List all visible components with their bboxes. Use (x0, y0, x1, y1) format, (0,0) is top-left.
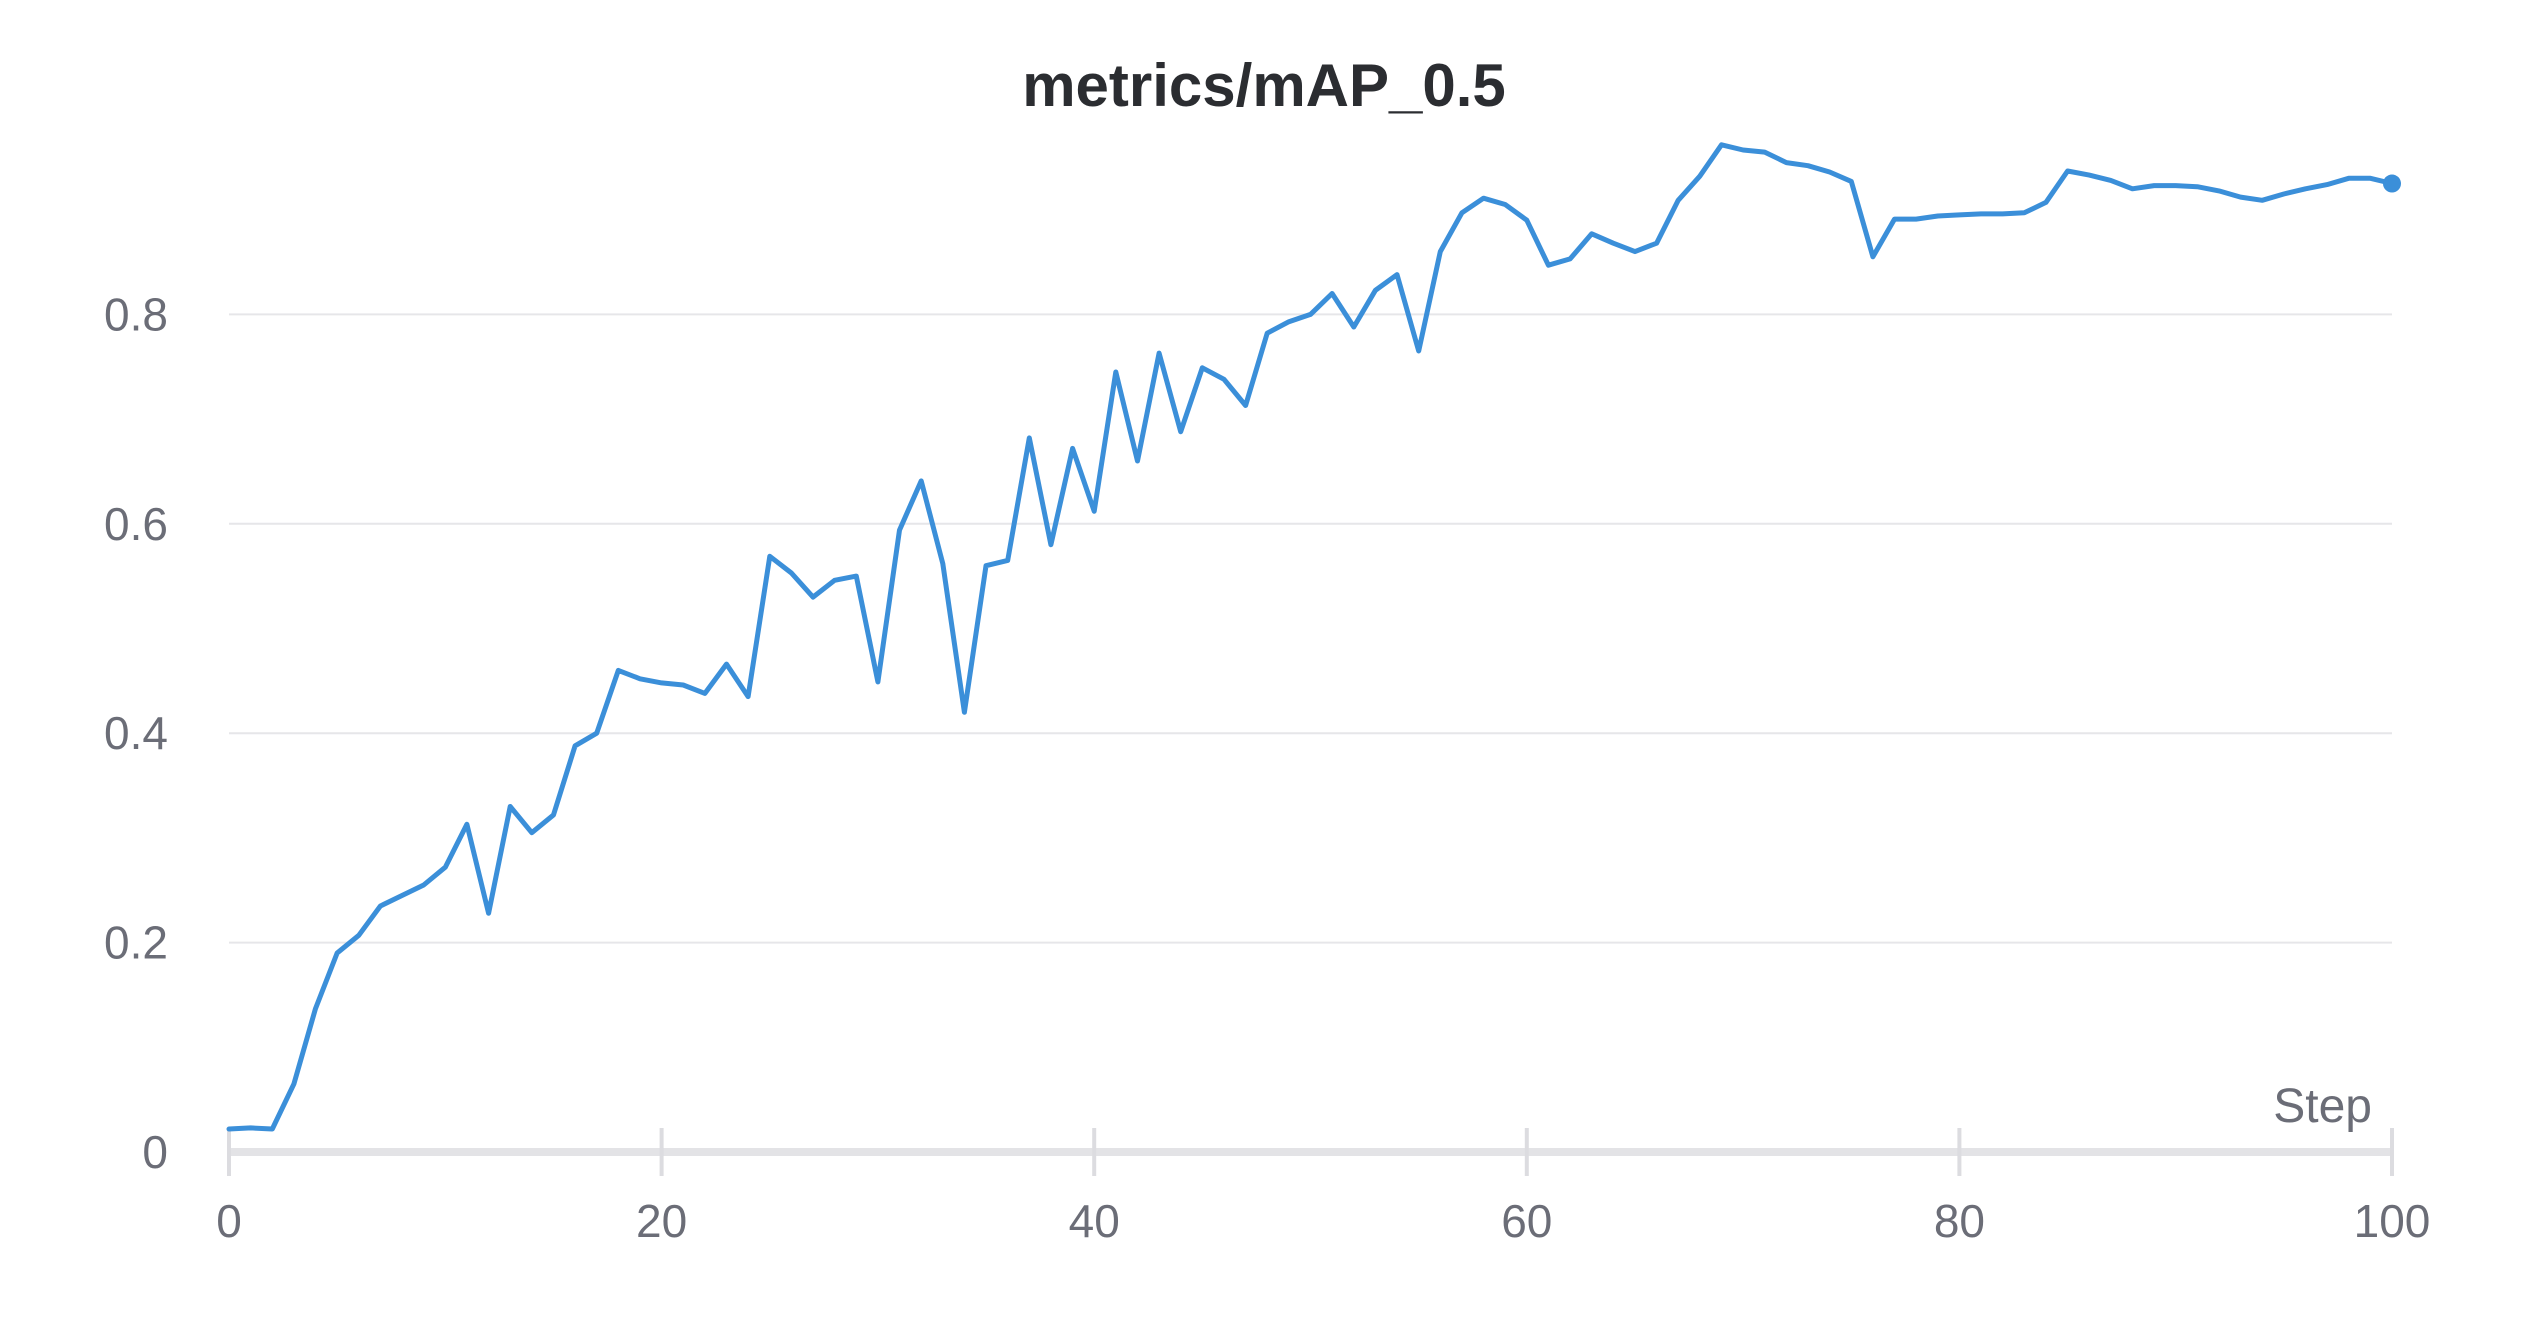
y-tick-label: 0.4 (104, 707, 168, 759)
y-tick-label: 0 (142, 1126, 168, 1178)
x-axis-label: Step (2273, 1080, 2372, 1133)
x-tick-label: 40 (1069, 1195, 1120, 1247)
last-point-marker (2383, 174, 2401, 193)
series-line (226, 142, 2395, 1132)
y-tick-label: 0.8 (104, 288, 168, 340)
x-tick-label: 20 (636, 1195, 687, 1247)
x-tick-label: 100 (2354, 1195, 2431, 1247)
grid-lines (229, 313, 2392, 944)
y-tick-label: 0.6 (104, 498, 168, 550)
y-tick-label: 0.2 (104, 917, 168, 969)
x-tick-label: 60 (1501, 1195, 1552, 1247)
series-layer (226, 142, 2401, 1132)
chart-title: metrics/mAP_0.5 (1022, 52, 1506, 119)
x-tick-label: 80 (1934, 1195, 1985, 1247)
y-axis: 0 0.2 0.4 0.6 0.8 (104, 288, 168, 1178)
x-axis: 0 20 40 60 80 100 (216, 1128, 2430, 1247)
x-tick-label: 0 (216, 1195, 242, 1247)
